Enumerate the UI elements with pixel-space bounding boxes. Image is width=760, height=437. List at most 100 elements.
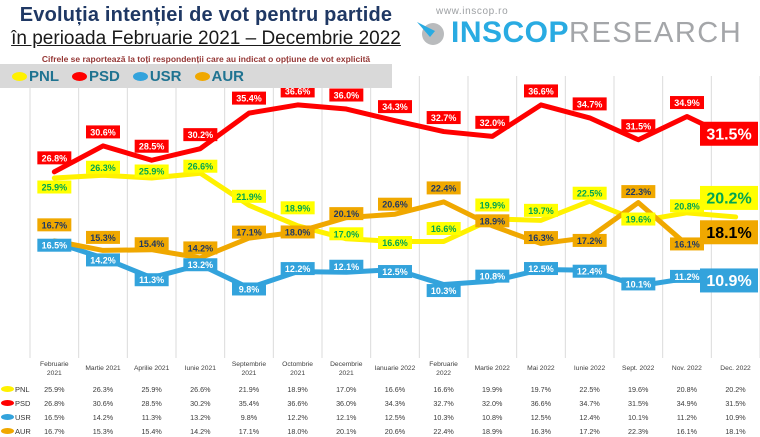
logo-url: www.inscop.ro (436, 6, 509, 17)
pnl-point-label: 26.3% (90, 163, 116, 173)
table-value-cell: 12.5% (384, 412, 406, 422)
pnl-point-label: 19.6% (626, 215, 652, 225)
psd-point-label: 36.6% (285, 86, 311, 96)
usr-point-label-box (183, 258, 218, 272)
table-value-cell: 12.5% (530, 412, 552, 422)
header: Evoluția intenției de vot pentru partide… (8, 4, 404, 64)
aur-marker-icon (194, 71, 210, 81)
logo: www.inscop.ro INSCOP RESEARCH (414, 6, 744, 49)
psd-point-label: 30.2% (188, 130, 214, 140)
table-value-cell: 22.5% (579, 384, 600, 394)
table-value-cell: 16.6% (384, 384, 406, 394)
table-value-cell: 26.8% (44, 398, 65, 408)
psd-point-label: 31.5% (626, 121, 652, 131)
table-value-cell: 11.3% (141, 412, 162, 422)
table-value-cell: 17.0% (336, 384, 357, 394)
table-value-cell: 18.9% (287, 384, 308, 394)
table-value-cell: 20.8% (676, 384, 698, 394)
pnl-point-label: 22.5% (577, 189, 603, 199)
table-value-cell: 34.3% (384, 398, 406, 408)
table-value-cell: 10.8% (482, 412, 503, 422)
pnl-marker-icon (12, 71, 27, 81)
legend-label: PNL (29, 67, 59, 85)
party-name: PNL (15, 384, 30, 394)
table-header-cell: Februarie 2021 (40, 361, 69, 377)
psd-point-label-box (86, 125, 120, 139)
pnl-point-label: 16.6% (382, 238, 408, 248)
table-value-cell: 16.6% (433, 384, 454, 394)
legend-item-psd: PSD (72, 68, 120, 85)
aur-point-label: 15.3% (90, 233, 116, 243)
table-value-cell: 21.9% (238, 384, 260, 394)
table-value-cell: 36.6% (530, 398, 552, 408)
usr-point-label: 12.5% (382, 267, 408, 277)
psd-point-label-box (621, 119, 656, 133)
usr-point-label-box (134, 273, 169, 287)
pnl-point-label: 18.9% (285, 203, 311, 213)
table-value-cell: 18.0% (287, 426, 308, 436)
table-header-row: Februarie 2021 Martie 2021 Aprilie 2021 Iun… (0, 357, 760, 382)
table-value-cell: 22.4% (433, 426, 454, 436)
aur-point-label-box (475, 214, 510, 228)
legend: PNL PSD USR AUR (0, 64, 392, 88)
aur-point-label-box (37, 218, 72, 232)
aur-point-label-box (572, 233, 607, 247)
psd-marker-icon (72, 71, 87, 81)
legend-label: AUR (211, 67, 245, 85)
table-row-usr: USR 16.5% 14.2% 11.3% 13.2% 9.8% 12.2% 12.1% 12.… (0, 410, 760, 424)
legend-label: PSD (89, 67, 120, 85)
psd-point-label-box (134, 139, 169, 153)
aur-marker-icon (1, 428, 14, 434)
table-value-cell: 19.9% (482, 384, 503, 394)
psd-point-label-box (572, 97, 607, 111)
usr-point-label-box (37, 238, 72, 252)
aur-point-label-box (426, 181, 461, 195)
table-header-cell: Iunie 2022 (573, 365, 606, 373)
aur-point-label: 16.3% (528, 233, 554, 243)
table-value-cell: 16.1% (676, 426, 698, 436)
table-row-label: USR (0, 412, 31, 422)
table-value-cell: 20.2% (725, 384, 746, 394)
logo-row: INSCOP RESEARCH (414, 17, 744, 49)
pnl-point-label: 26.6% (188, 162, 214, 172)
aur-point-label-box (329, 207, 364, 221)
psd-point-label-box (232, 91, 266, 105)
table-value-cell: 20.1% (336, 426, 357, 436)
psd-point-label: 32.7% (431, 113, 457, 123)
table-value-cell: 35.4% (238, 398, 260, 408)
table-value-cell: 14.2% (190, 426, 211, 436)
aur-point-label-box (670, 237, 704, 251)
legend-item-aur: AUR (194, 67, 245, 85)
usr-point-label-box (86, 253, 120, 267)
party-name: USR (15, 412, 31, 422)
table-value-cell: 22.3% (628, 426, 649, 436)
pnl-point-label-box (329, 227, 364, 241)
usr-point-label: 12.2% (285, 264, 311, 274)
pnl-point-label: 17.0% (334, 229, 360, 239)
usr-point-label: 10.1% (626, 279, 652, 289)
psd-point-label: 30.6% (90, 127, 116, 137)
usr-point-label: 12.4% (577, 267, 603, 277)
table-value-cell: 10.9% (725, 412, 746, 422)
pnl-point-label: 19.7% (528, 206, 554, 216)
pnl-point-label-box (378, 236, 412, 250)
aur-point-label-box (183, 241, 218, 255)
usr-point-label-box (378, 265, 412, 279)
aur-point-label: 18.0% (285, 227, 311, 237)
aur-point-label: 22.3% (626, 187, 652, 197)
party-name: PSD (15, 398, 31, 408)
usr-point-label: 14.2% (90, 255, 116, 265)
methodology-note: Cifrele se raportează la toți respondenț… (41, 54, 371, 64)
table-value-cell: 14.2% (92, 412, 114, 422)
logo-name-primary: INSCOP (451, 16, 570, 49)
table-value-cell: 26.3% (92, 384, 114, 394)
table-value-cell: 25.9% (141, 384, 162, 394)
aur-point-label-box (280, 225, 315, 239)
table-value-cell: 15.3% (92, 426, 114, 436)
usr-marker-icon (132, 71, 148, 81)
usr-point-label-box (524, 262, 558, 276)
pnl-point-label-box (572, 186, 607, 200)
aur-point-label-box (524, 231, 558, 245)
table-value-cell: 28.5% (141, 398, 162, 408)
psd-marker-icon (1, 400, 14, 406)
